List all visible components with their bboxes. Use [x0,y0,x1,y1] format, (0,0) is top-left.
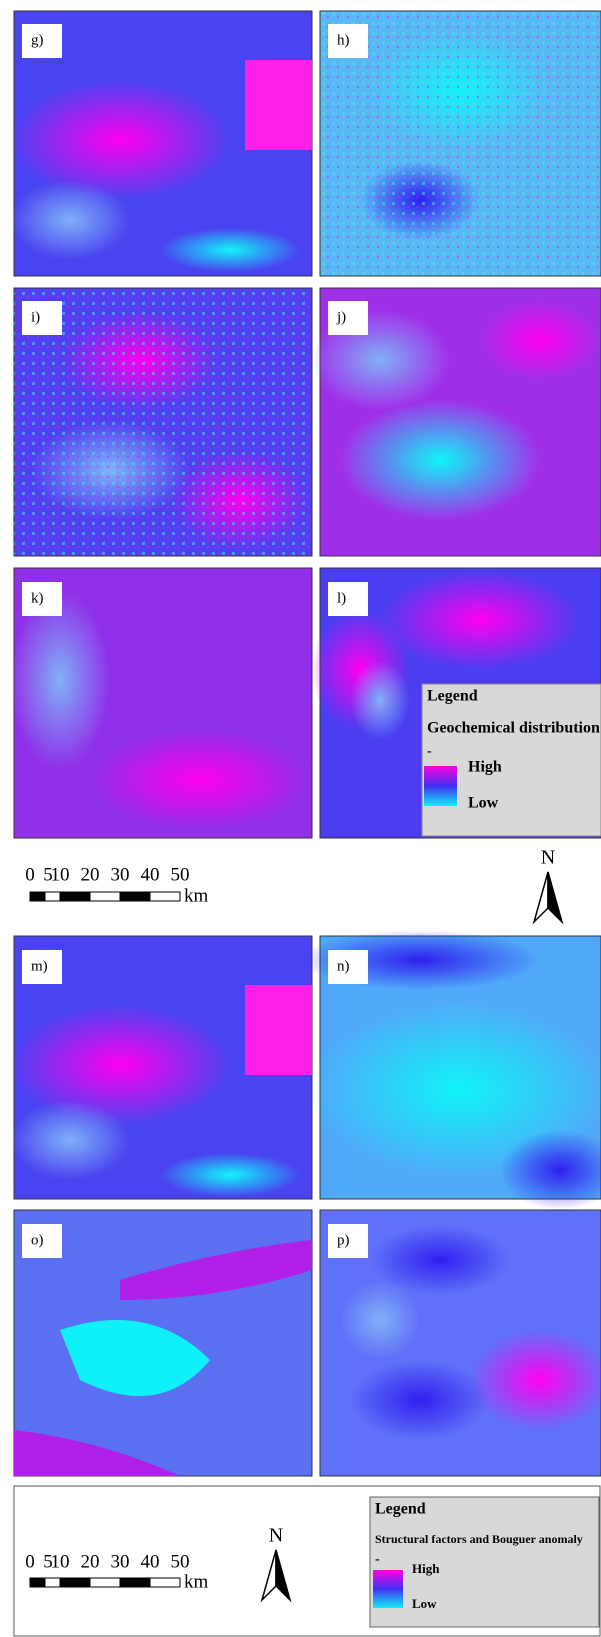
panel-label: j) [336,309,346,325]
scale-segment [120,1578,150,1587]
scale-segment [45,1578,60,1587]
scale-label: 0 [25,1551,35,1572]
scale-label: 0 [25,864,35,885]
panel-label: h) [337,32,350,48]
scale-segment [150,1578,180,1587]
legend-high: High [412,1561,440,1576]
legend-title: Legend [427,688,478,705]
panel-label-box [328,582,368,616]
scale-label: 50 [171,1551,190,1572]
legend-subtitle: Structural factors and Bouguer anomaly [375,1532,583,1546]
scale-label: 20 [81,864,100,885]
legend-low: Low [468,795,499,812]
scale-label: 20 [81,1551,100,1572]
legend-ramp [373,1570,403,1608]
north-arrow [548,872,562,922]
panel-label-box [22,301,62,335]
legend-low: Low [412,1596,437,1611]
panel-label-box [328,301,368,335]
north-label: N [541,847,555,869]
figure: g) h) i) j) k) l) m) n) o) p) Legend Geochemical … [0,0,601,1637]
panel-label: n) [337,958,350,974]
scale-label: 40 [141,1551,160,1572]
panel-label: m) [31,958,48,974]
scale-segment [60,1578,90,1587]
north-arrow [534,872,548,922]
panel-label: o) [31,1232,44,1248]
scale-segment [60,892,90,901]
scale-unit: km [184,885,209,906]
legend-box [422,684,601,836]
panel-label: i) [31,309,40,325]
scale-label: 30 [111,1551,130,1572]
panel-label: p) [337,1232,350,1248]
legend-title: Legend [375,1501,426,1518]
scale-segment [150,892,180,901]
panel-label: l) [337,590,346,606]
legend-dash: - [427,744,432,759]
legend-subtitle: Geochemical distribution [427,720,600,737]
scale-label: 40 [141,864,160,885]
scale-segment [90,1578,120,1587]
panel-label: k) [31,590,44,606]
scale-label: 10 [51,864,70,885]
scale-segment [45,892,60,901]
scale-segment [90,892,120,901]
scale-segment [30,892,45,901]
legend-high: High [468,759,502,776]
legend-ramp [424,766,457,806]
panel-label: g) [31,32,44,48]
legend-dash: - [375,1552,380,1567]
scale-label: 30 [111,864,130,885]
north-label: N [269,1525,283,1547]
scale-segment [30,1578,45,1587]
scale-label: 50 [171,864,190,885]
scale-label: 10 [51,1551,70,1572]
scale-segment [120,892,150,901]
scale-unit: km [184,1571,209,1592]
